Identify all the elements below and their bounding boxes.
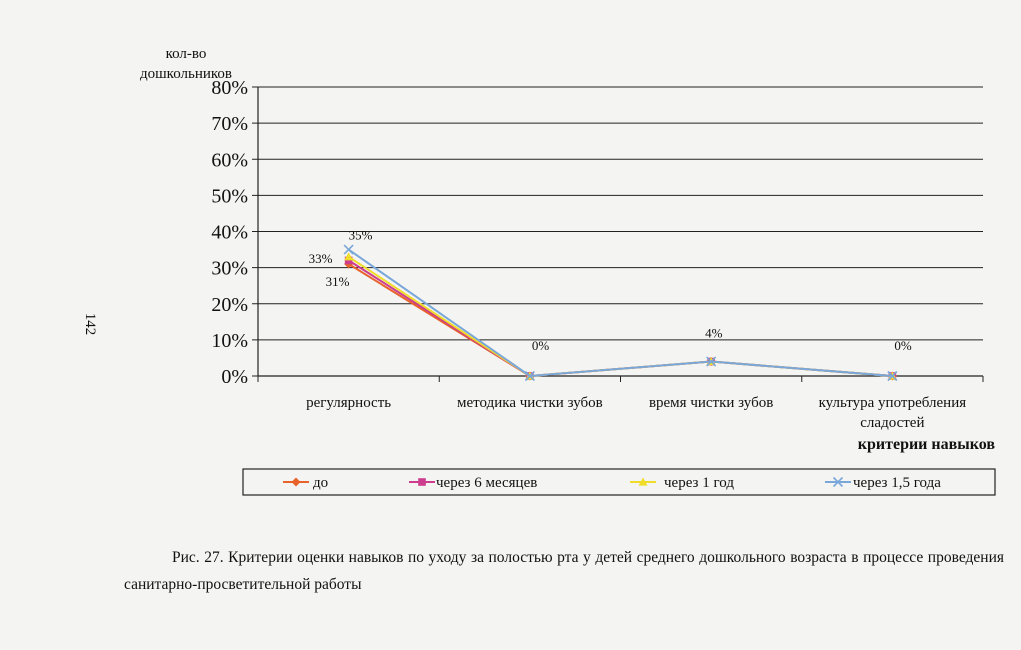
y-tick-label: 50%	[211, 185, 248, 207]
data-label: 0%	[894, 338, 912, 353]
y-tick-label: 60%	[211, 149, 248, 171]
x-tick-label: время чистки зубов	[649, 395, 773, 411]
legend-box	[242, 468, 996, 496]
y-axis-label-line: кол-во	[166, 46, 207, 62]
marker-stroke	[887, 370, 898, 382]
legend-item: до	[283, 475, 328, 491]
series-line	[348, 255, 893, 378]
data-point	[524, 370, 535, 382]
legend-item: через 1 год	[630, 475, 734, 491]
legend-item: через 6 месяцев	[409, 475, 537, 491]
series-line	[348, 259, 893, 378]
y-tick-label: 20%	[211, 294, 248, 316]
legend-marker	[638, 477, 648, 486]
legend-marker	[832, 476, 844, 488]
x-tick-label: сладостей	[860, 415, 924, 431]
page-number: 142	[82, 313, 98, 336]
series-lines	[343, 244, 898, 382]
y-tick-label: 40%	[211, 222, 248, 244]
data-point	[344, 256, 353, 265]
x-tick-label: регулярность	[306, 395, 391, 411]
y-axis-label: кол-во дошкольников	[140, 46, 232, 82]
figure-caption: Рис. 27. Критерии оценки навыков по уход…	[124, 549, 1004, 593]
data-label: 0%	[532, 338, 550, 353]
data-label: 33%	[309, 251, 333, 266]
legend-marker	[418, 478, 426, 486]
y-tick-label: 0%	[221, 366, 248, 388]
data-label: 31%	[326, 274, 350, 289]
marker-stroke	[832, 476, 844, 488]
axes	[252, 86, 984, 382]
page-number-text: 142	[82, 313, 98, 336]
legend-marker	[291, 477, 301, 487]
x-tick-label: методика чистки зубов	[457, 395, 603, 411]
marker-stroke	[706, 356, 717, 367]
marker-stroke	[343, 244, 354, 255]
legend-label: через 6 месяцев	[436, 475, 537, 491]
data-label: 4%	[705, 326, 723, 341]
marker-stroke	[524, 370, 535, 382]
data-point	[887, 370, 898, 382]
y-tick-label: 70%	[211, 113, 248, 135]
series-до	[344, 259, 897, 381]
gridlines	[258, 86, 983, 341]
data-labels: 35% 33% 31% 0% 4% 0%	[309, 228, 912, 353]
x-tick-label: культура употребления	[819, 395, 967, 411]
y-axis-label-line: дошкольников	[140, 66, 232, 82]
line-chart: 142 кол-во дошкольников 0% 10% 20% 30% 40% 50%…	[82, 46, 996, 496]
series-через-1-5-года	[343, 244, 898, 382]
x-axis-title: критерии навыков	[858, 436, 996, 453]
x-axis-title-text: критерии навыков	[858, 436, 996, 453]
data-point	[706, 356, 717, 367]
data-point	[343, 244, 354, 255]
series-line	[348, 263, 893, 378]
legend-label: до	[313, 475, 328, 491]
data-point	[344, 252, 354, 261]
y-tick-label: 80%	[211, 77, 248, 99]
y-axis-ticks: 0% 10% 20% 30% 40% 50% 60% 70% 80%	[211, 77, 248, 388]
x-axis-ticks: регулярность методика чистки зубов время ч…	[306, 395, 966, 431]
y-tick-label: 30%	[211, 258, 248, 280]
legend-label: через 1 год	[664, 475, 734, 491]
legend: до через 6 месяцев через 1 год через 1,5 го…	[242, 468, 996, 496]
series-через-1-год	[344, 252, 897, 380]
data-label: 35%	[349, 228, 373, 243]
y-tick-label: 10%	[211, 330, 248, 352]
series-line	[348, 248, 893, 378]
legend-label: через 1,5 года	[853, 475, 941, 491]
legend-item: через 1,5 года	[825, 475, 941, 491]
series-через-6-месяцев	[344, 256, 897, 380]
